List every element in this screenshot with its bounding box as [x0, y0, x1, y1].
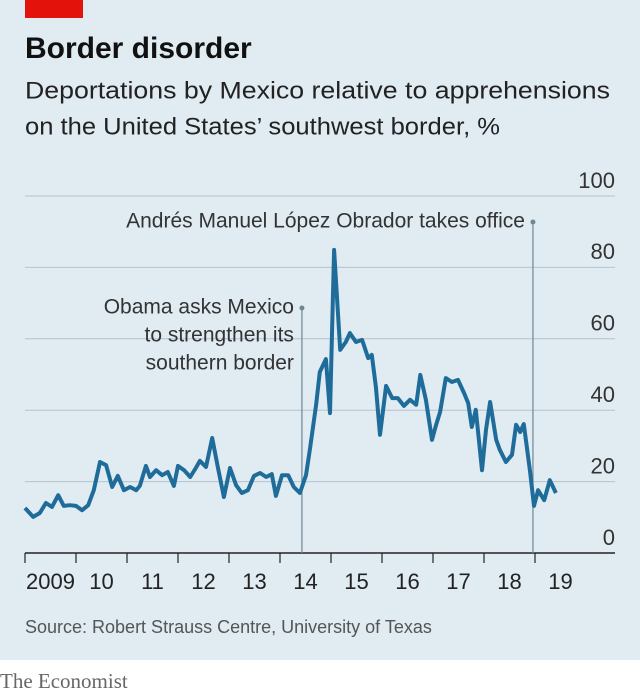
red-tag	[25, 0, 83, 18]
x-tick-label: 11	[141, 569, 164, 594]
chart-subtitle: on the United States’ southwest border, …	[25, 113, 500, 140]
x-tick-label: 2009	[26, 569, 75, 594]
x-tick-label: 19	[548, 569, 572, 594]
brand: The Economist	[0, 669, 128, 693]
annotation-text: Andrés Manuel López Obrador takes office	[126, 210, 525, 233]
x-tick-label: 17	[446, 569, 470, 594]
y-tick-label: 80	[591, 239, 615, 264]
x-tick-label: 14	[293, 569, 317, 594]
line-series	[23, 247, 558, 519]
y-tick-label: 40	[591, 382, 615, 407]
x-tick-label: 16	[395, 569, 419, 594]
y-tick-label: 0	[603, 525, 615, 550]
footer-band	[0, 660, 640, 697]
annotation-dot	[299, 305, 305, 311]
y-tick-label: 20	[591, 453, 615, 478]
source: Source: Robert Strauss Centre, Universit…	[25, 617, 432, 637]
x-tick-label: 12	[191, 569, 215, 594]
y-tick-label: 100	[578, 168, 615, 193]
annotation-dot	[530, 219, 536, 225]
annotation-text: Obama asks Mexico	[104, 296, 294, 319]
x-tick-label: 13	[242, 569, 266, 594]
x-tick-label: 18	[497, 569, 521, 594]
x-tick-label: 10	[89, 569, 113, 594]
y-tick-label: 60	[591, 311, 615, 336]
x-tick-label: 15	[344, 569, 368, 594]
annotation-text: to strengthen its	[145, 324, 294, 347]
chart-title: Border disorder	[25, 32, 252, 65]
annotation-text: southern border	[146, 352, 294, 375]
chart-subtitle: Deportations by Mexico relative to appre…	[25, 77, 610, 104]
